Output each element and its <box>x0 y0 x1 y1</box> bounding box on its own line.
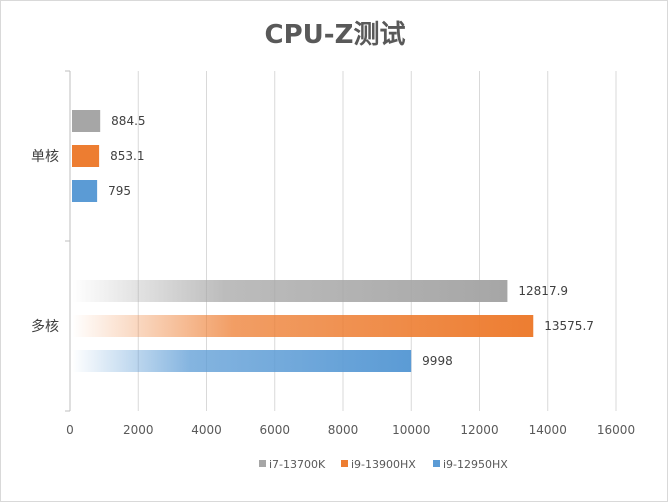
bar-i9-12950HX <box>72 350 412 372</box>
x-tick-label: 14000 <box>529 423 567 437</box>
x-tick-label: 4000 <box>191 423 222 437</box>
category-label: 多核 <box>31 318 59 335</box>
x-tick-label: 0 <box>66 423 74 437</box>
bar-i7-13700K <box>72 280 508 302</box>
legend-label: i9-13900HX <box>351 458 416 471</box>
bar-i9-12950HX <box>72 180 98 202</box>
legend: i7-13700K i9-13900HX i9-12950HX <box>259 458 508 471</box>
bar-i9-13900HX <box>72 315 534 337</box>
x-tick-label: 16000 <box>597 423 635 437</box>
x-tick-label: 6000 <box>259 423 290 437</box>
bar-i9-13900HX <box>72 145 100 167</box>
data-label: 853.1 <box>110 149 144 163</box>
legend-swatch <box>341 460 348 467</box>
data-label: 12817.9 <box>518 284 568 298</box>
legend-label: i9-12950HX <box>443 458 508 471</box>
data-label: 9998 <box>422 354 453 368</box>
gridlines <box>137 71 617 411</box>
data-label: 884.5 <box>111 114 145 128</box>
x-tick-label: 2000 <box>123 423 154 437</box>
legend-swatch <box>433 460 440 467</box>
legend-label: i7-13700K <box>269 458 326 471</box>
data-label: 13575.7 <box>544 319 594 333</box>
x-tick-label: 12000 <box>460 423 498 437</box>
x-axis-ticks: 0 2000 4000 6000 8000 10000 12000 14000 16000 <box>66 423 635 437</box>
legend-swatch <box>259 460 266 467</box>
x-tick-label: 10000 <box>392 423 430 437</box>
x-tick-label: 8000 <box>328 423 359 437</box>
chart-title: CPU-Z测试 <box>265 20 406 50</box>
bars: 884.5 853.1 795 12817.9 13575.7 9998 <box>72 110 594 372</box>
bar-i7-13700K <box>72 110 101 132</box>
data-label: 795 <box>108 184 131 198</box>
category-label: 单核 <box>31 149 59 165</box>
